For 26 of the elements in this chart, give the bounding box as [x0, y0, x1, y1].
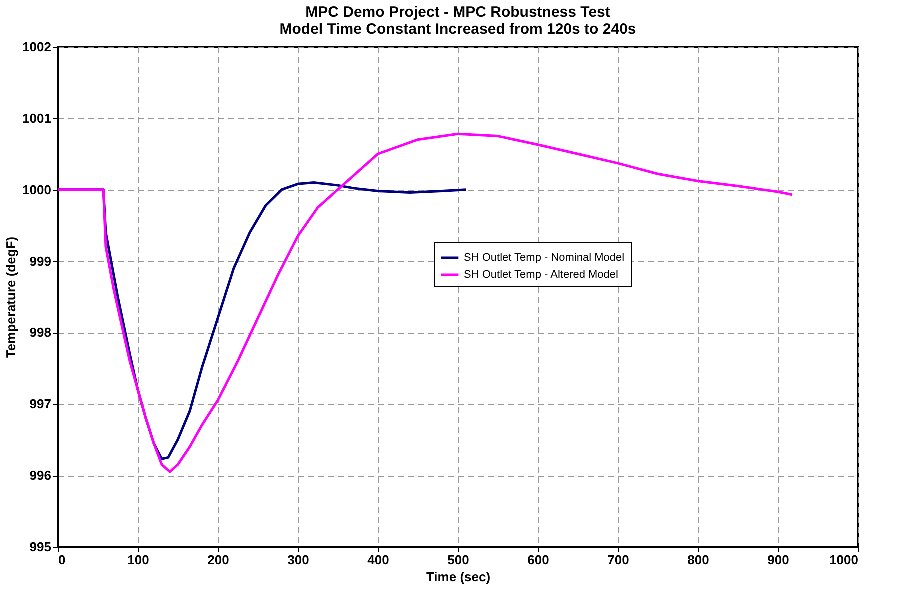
text: Model Time Constant Increased from 120s to 240s: [280, 21, 636, 38]
y-tick-label: 1001: [22, 110, 52, 126]
x-tick-label: 200: [208, 552, 230, 568]
legend-label: SH Outlet Temp - Nominal Model: [464, 252, 625, 264]
x-tick-label: 1000: [830, 552, 858, 568]
x-tick-label: 800: [688, 552, 710, 568]
y-tick-label: 999: [30, 254, 52, 269]
y-tick-label: 1000: [22, 182, 52, 198]
x-tick-label: 400: [368, 552, 390, 568]
y-tick-label: 997: [30, 396, 52, 412]
y-tick-label: 996: [30, 468, 52, 484]
x-tick-label: 600: [528, 552, 550, 568]
y-axis-title: Temperature (degF): [4, 236, 19, 358]
text: MPC Demo Project - MPC Robustness Test: [306, 4, 610, 21]
y-tick-label: 995: [30, 540, 52, 554]
legend-label: SH Outlet Temp - Altered Model: [464, 269, 618, 281]
x-tick-label: 900: [768, 552, 790, 568]
x-tick-label: 100: [128, 552, 150, 568]
x-tick-label: 300: [288, 552, 310, 568]
x-tick-label: 0: [58, 552, 66, 568]
x-axis-title: Time (sec): [426, 570, 491, 584]
y-tick-label: 998: [30, 325, 52, 340]
line-series: [58, 132, 794, 474]
x-tick-label: 500: [448, 552, 470, 568]
x-tick-label: 700: [608, 552, 630, 568]
y-tick-label: 1002: [22, 40, 52, 54]
